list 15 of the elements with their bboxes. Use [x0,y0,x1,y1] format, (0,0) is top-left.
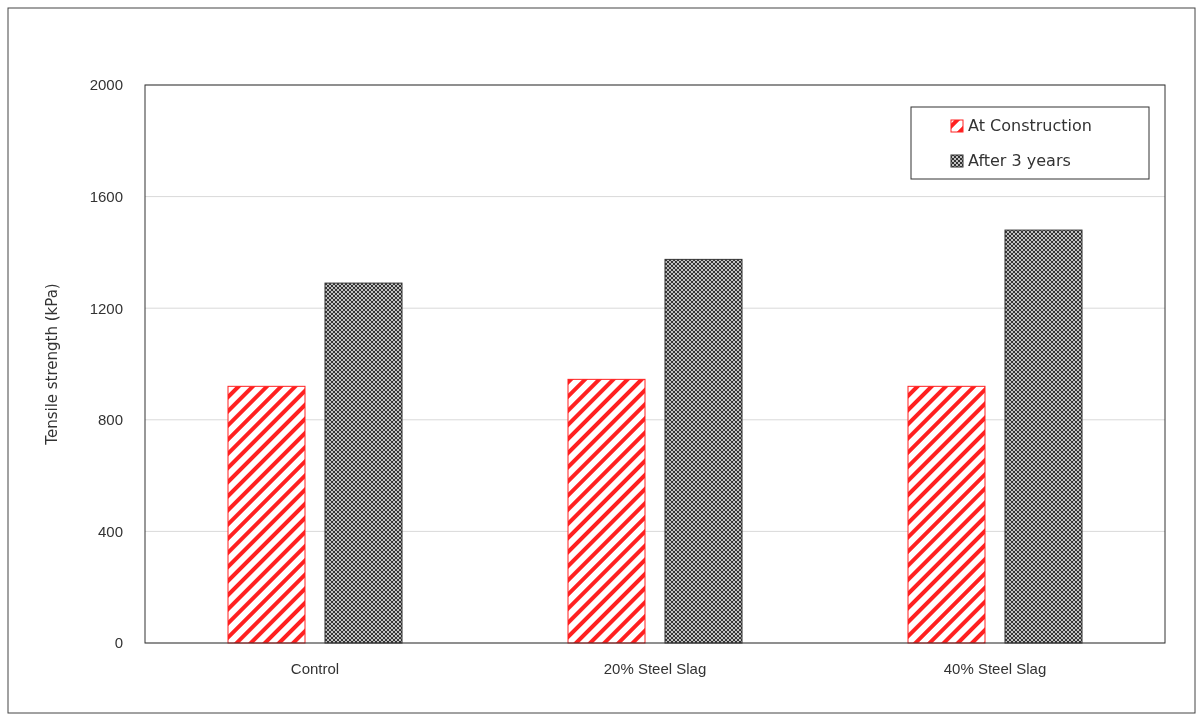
y-tick-label: 0 [114,634,123,652]
bar [227,385,306,644]
y-axis-title: Tensile strength (kPa) [43,283,61,446]
y-tick-label: 400 [97,522,123,540]
y-tick-label: 1600 [89,187,123,205]
x-tick-label: 40% Steel Slag [943,659,1047,677]
legend-label: After 3 years [968,151,1071,170]
x-tick-label: 20% Steel Slag [603,659,707,677]
bar [907,385,986,644]
legend-label: At Construction [968,116,1092,135]
bar [567,378,646,644]
y-tick-label: 1200 [89,299,123,317]
y-tick-label: 800 [97,411,123,429]
x-tick-label: Control [290,659,340,677]
y-tick-label: 2000 [89,76,123,94]
